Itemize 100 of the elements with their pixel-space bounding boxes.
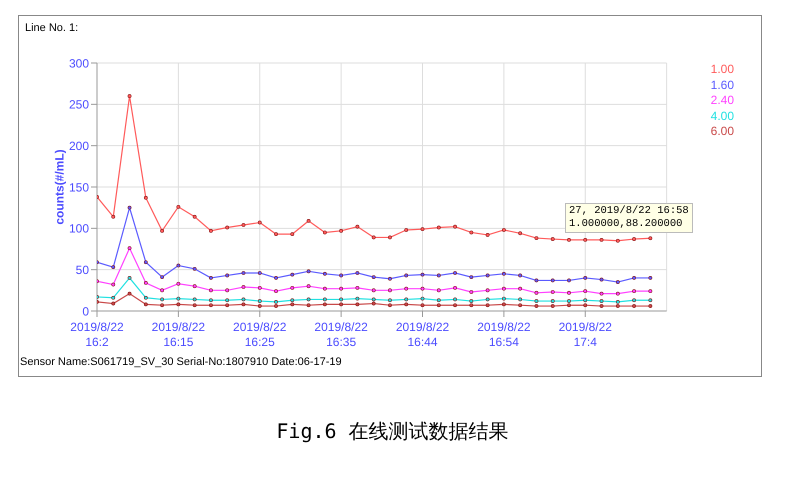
point — [306, 303, 310, 308]
point — [420, 296, 424, 300]
point — [388, 298, 392, 302]
point — [648, 298, 652, 302]
point — [160, 303, 164, 308]
point — [534, 236, 538, 240]
point — [322, 302, 327, 306]
point — [160, 288, 164, 292]
point — [176, 204, 180, 209]
point — [225, 298, 230, 302]
text: 6.00 — [710, 124, 734, 140]
point — [600, 278, 604, 282]
point — [322, 286, 327, 291]
point — [404, 274, 408, 278]
point — [176, 296, 180, 300]
point — [616, 304, 620, 308]
point — [242, 285, 246, 289]
point — [176, 282, 180, 286]
point — [550, 290, 555, 294]
point — [274, 276, 278, 280]
point — [518, 298, 522, 302]
point — [632, 289, 636, 294]
point — [648, 289, 652, 294]
point — [600, 292, 604, 296]
point — [388, 236, 392, 240]
point — [339, 302, 344, 306]
point — [469, 303, 474, 308]
point — [534, 278, 538, 282]
point — [518, 303, 522, 308]
point — [632, 276, 636, 280]
point — [322, 298, 327, 302]
point — [258, 299, 262, 303]
point — [550, 304, 555, 308]
text: Line No. 1: — [25, 22, 78, 34]
point — [632, 237, 636, 241]
point — [290, 298, 294, 302]
point — [404, 302, 408, 306]
text: 2.40 — [710, 93, 734, 108]
point — [486, 298, 490, 302]
point — [502, 302, 506, 306]
point — [258, 304, 262, 308]
point — [600, 238, 604, 242]
point — [420, 286, 424, 291]
point — [469, 275, 474, 280]
text: 1.00 — [710, 62, 734, 78]
point — [306, 284, 310, 288]
point — [404, 228, 408, 232]
y-tick-label: 300 — [68, 56, 90, 70]
point — [176, 302, 180, 306]
point — [388, 288, 392, 292]
point — [436, 288, 441, 292]
point — [290, 272, 294, 277]
point — [648, 236, 652, 240]
x-tick-label: 2019/8/22 16:54 — [477, 320, 531, 349]
point — [502, 286, 506, 291]
point — [306, 218, 310, 223]
point — [128, 206, 132, 210]
point — [632, 298, 636, 302]
point — [339, 298, 344, 302]
text: 1.60 — [710, 78, 734, 93]
point — [436, 303, 441, 308]
point — [616, 292, 620, 296]
point — [502, 228, 506, 232]
point — [209, 276, 213, 280]
point — [453, 286, 457, 290]
y-tick-label: 150 — [68, 180, 90, 194]
point — [128, 276, 132, 280]
point — [111, 296, 116, 300]
point — [518, 286, 522, 291]
point — [453, 271, 457, 275]
point — [372, 298, 376, 302]
point — [534, 304, 538, 308]
point — [372, 275, 376, 280]
point — [534, 299, 538, 303]
point — [225, 274, 230, 278]
y-tick-label: 0 — [82, 304, 90, 318]
point — [632, 304, 636, 308]
point — [372, 236, 376, 240]
point — [322, 272, 327, 276]
point — [388, 276, 392, 281]
point — [192, 298, 197, 302]
point — [258, 220, 262, 224]
point — [111, 214, 116, 219]
point — [160, 298, 164, 302]
point — [192, 303, 197, 308]
point — [550, 237, 555, 241]
point — [616, 238, 620, 243]
point — [176, 264, 180, 268]
text: Sensor Name:S061719_SV_30 Serial-No:1807910 Date:06-17-19 — [20, 356, 342, 368]
point — [372, 288, 376, 292]
point — [372, 302, 376, 306]
point — [453, 298, 457, 302]
point — [225, 303, 230, 308]
point — [420, 272, 424, 277]
point — [567, 238, 571, 242]
point — [225, 226, 230, 230]
point — [583, 298, 588, 302]
point — [339, 274, 344, 278]
y-tick-label: 50 — [76, 262, 90, 277]
point — [469, 299, 474, 303]
